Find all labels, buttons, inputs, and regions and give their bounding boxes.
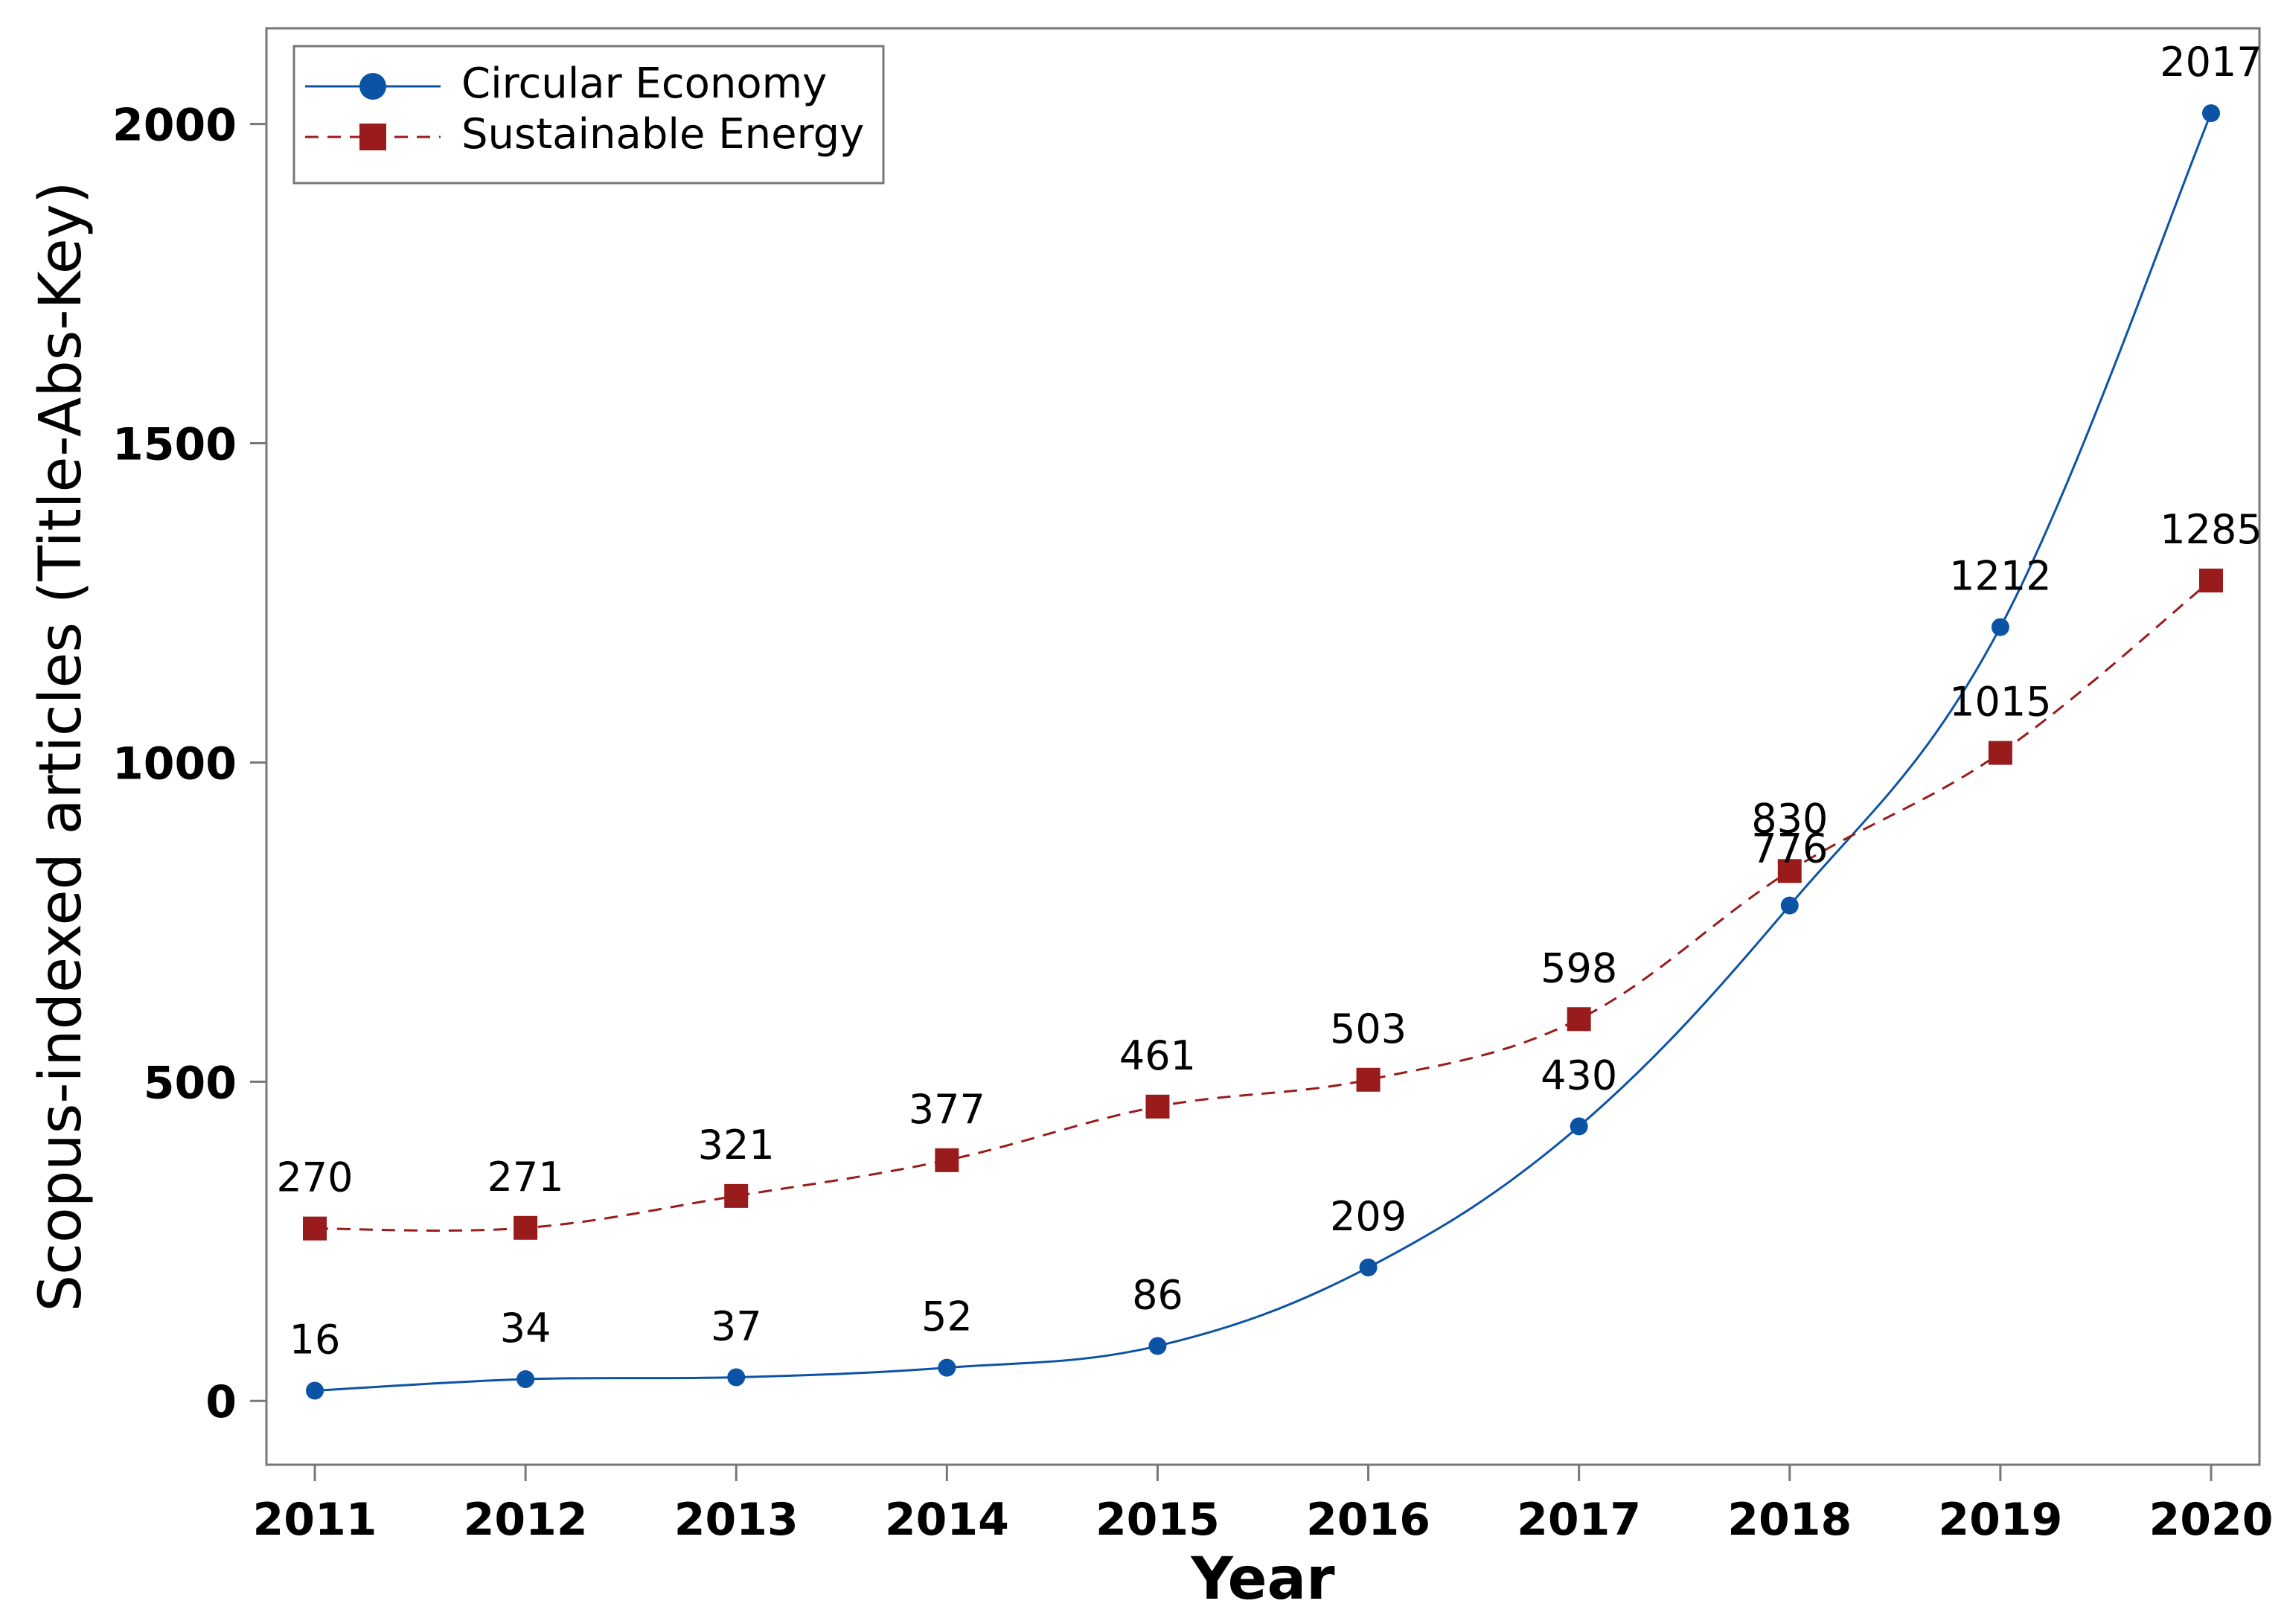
x-tick-label-2012: 2012	[464, 1494, 588, 1546]
series-line-sustainable-energy	[314, 579, 2212, 1232]
point-circular-economy-2012	[516, 1370, 535, 1389]
legend-marker-sustainable-energy	[359, 124, 386, 150]
point-circular-economy-2016	[1359, 1258, 1378, 1276]
data-label-circular-economy-2012: 34	[500, 1305, 551, 1352]
point-sustainable-energy-2012	[514, 1215, 538, 1240]
data-label-sustainable-energy-2011: 270	[276, 1154, 353, 1201]
point-sustainable-energy-2016	[1356, 1067, 1381, 1092]
data-label-sustainable-energy-2013: 321	[698, 1122, 775, 1169]
x-tick-label-2015: 2015	[1095, 1494, 1220, 1546]
legend: Circular Economy Sustainable Energy	[292, 45, 885, 185]
data-label-circular-economy-2014: 52	[921, 1294, 973, 1340]
data-label-circular-economy-2011: 16	[290, 1316, 341, 1363]
x-tick-label-2013: 2013	[674, 1494, 799, 1546]
y-tick-label-1000: 1000	[112, 738, 237, 790]
legend-marker-circular-economy	[359, 73, 386, 100]
x-tick-label-2018: 2018	[1727, 1494, 1852, 1546]
legend-entry-sustainable-energy: Sustainable Energy	[305, 110, 864, 159]
point-sustainable-energy-2019	[1988, 741, 2012, 765]
data-label-sustainable-energy-2017: 598	[1541, 944, 1617, 991]
point-sustainable-energy-2013	[724, 1183, 749, 1208]
point-circular-economy-2020	[2202, 104, 2220, 123]
point-circular-economy-2019	[1991, 618, 2009, 636]
x-tick-label-2020: 2020	[2149, 1494, 2274, 1546]
x-tick-label-2014: 2014	[885, 1494, 1009, 1546]
y-tick-label-1500: 1500	[112, 419, 237, 471]
series-circular-economy	[306, 104, 2220, 1400]
point-sustainable-energy-2011	[303, 1216, 327, 1241]
x-axis: 2011 2012 2013 2014 2015 2016 2017 2018 2019 2020	[253, 1465, 2274, 1546]
series-sustainable-energy	[303, 568, 2223, 1241]
y-tick-label-0: 0	[205, 1376, 237, 1428]
data-label-circular-economy-2015: 86	[1132, 1271, 1183, 1318]
point-sustainable-energy-2015	[1145, 1094, 1170, 1119]
data-label-circular-economy-2020: 2017	[2160, 39, 2262, 86]
data-label-sustainable-energy-2012: 271	[487, 1154, 564, 1201]
series-layer	[303, 104, 2223, 1400]
point-sustainable-energy-2020	[2199, 568, 2223, 592]
point-sustainable-energy-2018	[1777, 859, 1802, 883]
x-tick-label-2016: 2016	[1306, 1494, 1430, 1546]
x-tick-label-2017: 2017	[1517, 1494, 1641, 1546]
y-axis: 0 500 1000 1500 2000	[112, 100, 266, 1428]
point-circular-economy-2015	[1148, 1337, 1167, 1355]
legend-box	[292, 45, 885, 185]
data-label-circular-economy-2013: 37	[711, 1302, 762, 1349]
point-sustainable-energy-2017	[1567, 1007, 1591, 1032]
point-circular-economy-2018	[1780, 896, 1799, 915]
data-label-circular-economy-2017: 430	[1541, 1052, 1617, 1099]
point-circular-economy-2014	[938, 1358, 956, 1377]
data-label-sustainable-energy-2020: 1285	[2160, 506, 2262, 553]
legend-label-sustainable-energy: Sustainable Energy	[461, 110, 864, 159]
legend-entry-circular-economy: Circular Economy	[305, 60, 827, 108]
data-label-sustainable-energy-2016: 503	[1330, 1006, 1407, 1052]
x-tick-label-2019: 2019	[1938, 1494, 2062, 1546]
legend-label-circular-economy: Circular Economy	[461, 60, 827, 108]
point-circular-economy-2017	[1570, 1117, 1588, 1136]
data-label-sustainable-energy-2019: 1015	[1949, 679, 2051, 726]
x-axis-title: Year	[1190, 1546, 1335, 1613]
data-label-sustainable-energy-2018: 830	[1751, 795, 1828, 842]
data-label-sustainable-energy-2014: 377	[909, 1086, 985, 1133]
y-axis-title: Scopus-indexed articles (Title-Abs-Key)	[28, 182, 95, 1312]
data-label-circular-economy-2019: 1212	[1949, 553, 2051, 600]
point-circular-economy-2011	[306, 1381, 324, 1400]
point-sustainable-energy-2014	[935, 1148, 959, 1172]
plot-frame	[265, 27, 2261, 1466]
point-circular-economy-2013	[727, 1368, 746, 1387]
y-tick-label-500: 500	[144, 1057, 237, 1109]
data-label-circular-economy-2016: 209	[1330, 1193, 1407, 1240]
x-tick-label-2011: 2011	[253, 1494, 377, 1546]
data-label-sustainable-energy-2015: 461	[1119, 1032, 1196, 1079]
data-labels-layer: 16 34 37 52 86 209 430 776 1212 2017 270 271 321 377 4…	[276, 39, 2262, 1363]
data-label-circular-economy-2018: 776	[1751, 825, 1828, 872]
y-tick-label-2000: 2000	[112, 100, 237, 152]
